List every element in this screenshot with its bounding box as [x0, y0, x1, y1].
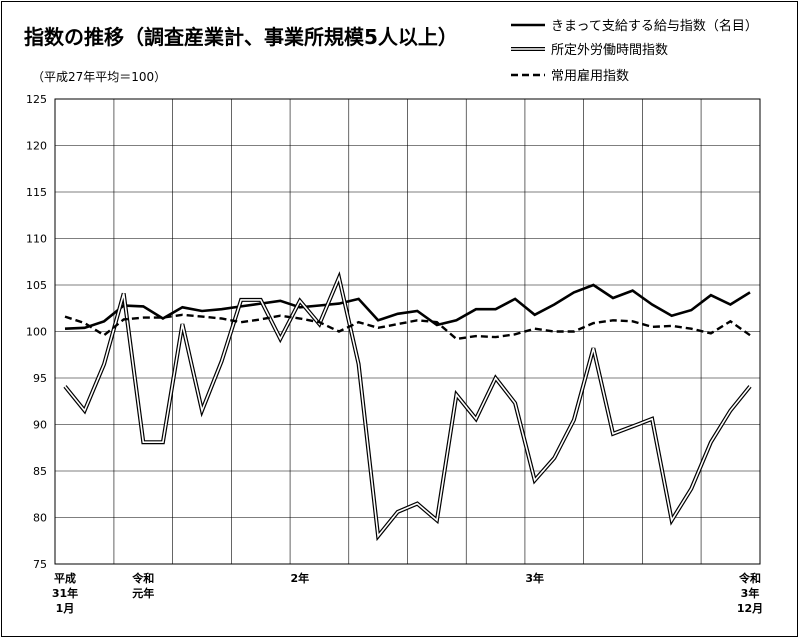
x-tick-label: 2年 [291, 571, 310, 585]
series-line-employment [64, 313, 751, 341]
y-tick-label: 80 [33, 512, 47, 525]
y-tick-label: 100 [26, 326, 47, 339]
x-tick-label: 令和 [131, 571, 154, 585]
series-lines [63, 271, 752, 542]
x-tick-label: 1月 [56, 602, 75, 615]
series-line-wages [64, 283, 751, 330]
grid [54, 98, 761, 565]
y-tick-label: 85 [33, 465, 47, 478]
y-tick-label: 105 [26, 279, 47, 292]
y-tick-label: 110 [26, 233, 47, 246]
y-axis: 75 80 85 90 95 100 105 110 115 120 125 [26, 93, 47, 571]
legend-label: きまって支給する給与指数（名目） [551, 18, 758, 34]
chart-subtitle: （平成27年平均＝100） [32, 70, 166, 84]
chart-title: 指数の推移（調査産業計、事業所規模5人以上） [24, 25, 458, 49]
y-tick-label: 75 [33, 558, 47, 571]
y-tick-label: 125 [26, 93, 47, 106]
y-tick-label: 95 [33, 372, 47, 385]
x-tick-label: 令和 [738, 571, 761, 585]
x-tick-label: 31年 [52, 586, 78, 600]
legend-label: 所定外労働時間指数 [551, 43, 668, 58]
x-tick-label: 平成 [54, 571, 76, 585]
x-tick-label: 3年 [525, 571, 544, 585]
y-tick-label: 120 [26, 140, 47, 153]
x-tick-label: 12月 [737, 602, 763, 615]
x-tick-label: 3年 [741, 586, 760, 600]
y-tick-label: 90 [33, 419, 47, 432]
series-line-overtime-inner [64, 274, 751, 539]
x-tick-label: 元年 [132, 586, 154, 600]
legend-label: 常用雇用指数 [551, 68, 629, 84]
y-tick-label: 115 [26, 186, 47, 199]
